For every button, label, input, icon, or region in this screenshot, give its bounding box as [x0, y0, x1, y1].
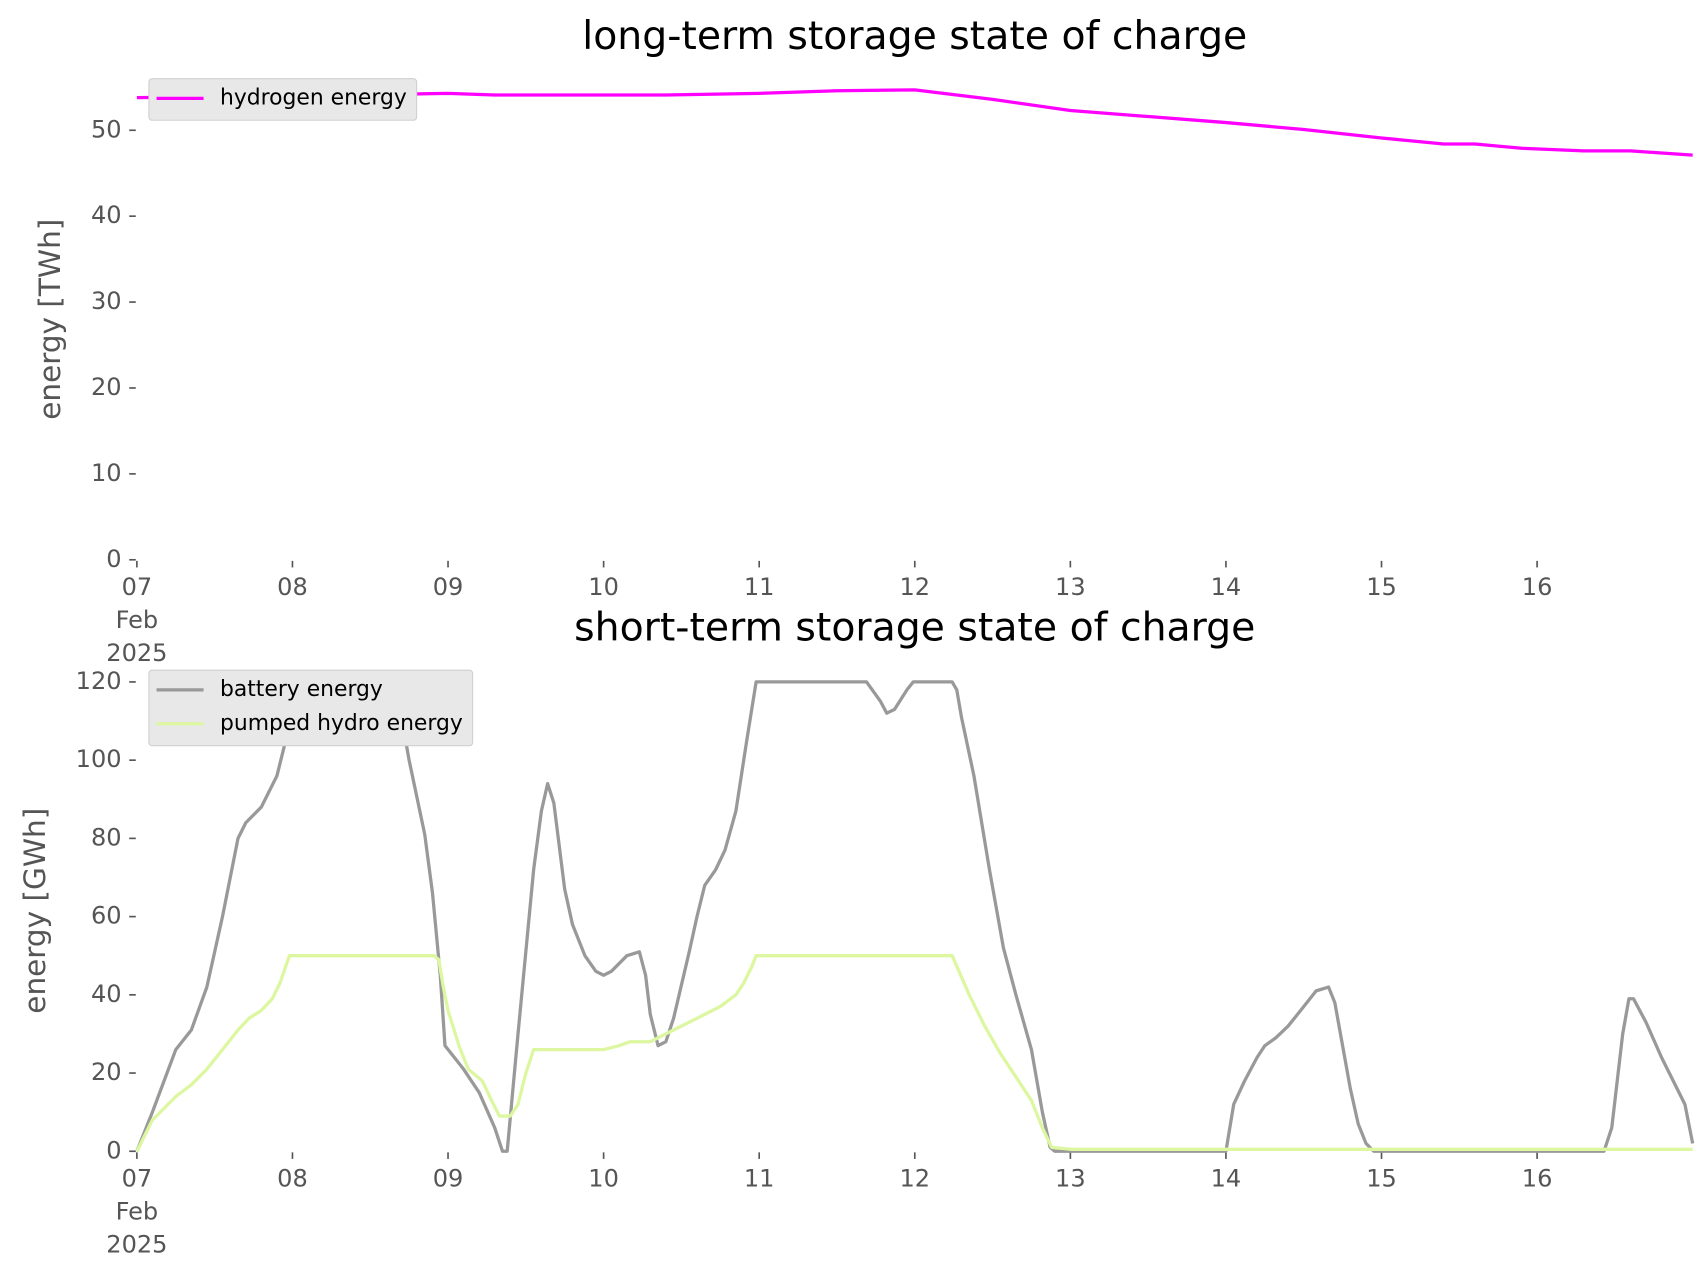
x-tick-label: 09 [433, 1165, 464, 1193]
series-line [136, 88, 1693, 157]
legend-box [148, 669, 474, 747]
x-tick-label: 12 [899, 573, 930, 601]
series-line [135, 680, 1695, 1153]
x-tick-label: 15 [1366, 573, 1397, 601]
chart-title: long-term storage state of charge [582, 13, 1247, 59]
x-tick-label: 13 [1055, 1165, 1086, 1193]
y-tick-label: 40 [91, 201, 122, 229]
y-tick-label: 20 [91, 1058, 122, 1086]
legend: battery energy pumped hydro energy [148, 669, 474, 747]
y-tick-label: 0 [106, 545, 121, 573]
x-tick-label: 11 [744, 573, 775, 601]
y-tick-label: 60 [91, 902, 122, 930]
y-tick-label: 20 [91, 373, 122, 401]
x-tick-label: 14 [1211, 573, 1242, 601]
x-tick-label: 11 [744, 1165, 775, 1193]
legend-label: battery energy [220, 677, 383, 702]
x-tick-label: 15 [1366, 1165, 1397, 1193]
y-tick-label: 100 [76, 745, 122, 773]
x-tick-label: 09 [433, 573, 464, 601]
legend-box [148, 78, 418, 121]
x-tick-label: 13 [1055, 573, 1086, 601]
x-tick-label: 12 [899, 1165, 930, 1193]
x-tick-label: 07 Feb 2025 [106, 573, 167, 667]
x-tick-label: 14 [1211, 1165, 1242, 1193]
x-tick-label: 08 [277, 1165, 308, 1193]
series-line [135, 954, 1693, 1152]
y-tick-label: 10 [91, 459, 122, 487]
y-tick-label: 0 [106, 1136, 121, 1164]
x-tick-label: 10 [588, 573, 619, 601]
y-axis-label: energy [GWh] [18, 808, 52, 1014]
y-tick-label: 50 [91, 115, 122, 143]
y-tick-label: 40 [91, 980, 122, 1008]
y-tick-label: 30 [91, 287, 122, 315]
y-tick-label: 80 [91, 823, 122, 851]
y-tick-label: 120 [76, 667, 122, 695]
legend-label: pumped hydro energy [220, 711, 463, 736]
y-axis-label: energy [TWh] [33, 219, 67, 420]
x-tick-label: 10 [588, 1165, 619, 1193]
legend: hydrogen energy [148, 78, 418, 121]
x-tick-label: 08 [277, 573, 308, 601]
chart-title: short-term storage state of charge [574, 604, 1255, 650]
x-tick-label: 16 [1522, 573, 1553, 601]
legend-label: hydrogen energy [220, 85, 407, 110]
x-tick-label: 16 [1522, 1165, 1553, 1193]
x-tick-label: 07 Feb 2025 [106, 1165, 167, 1259]
